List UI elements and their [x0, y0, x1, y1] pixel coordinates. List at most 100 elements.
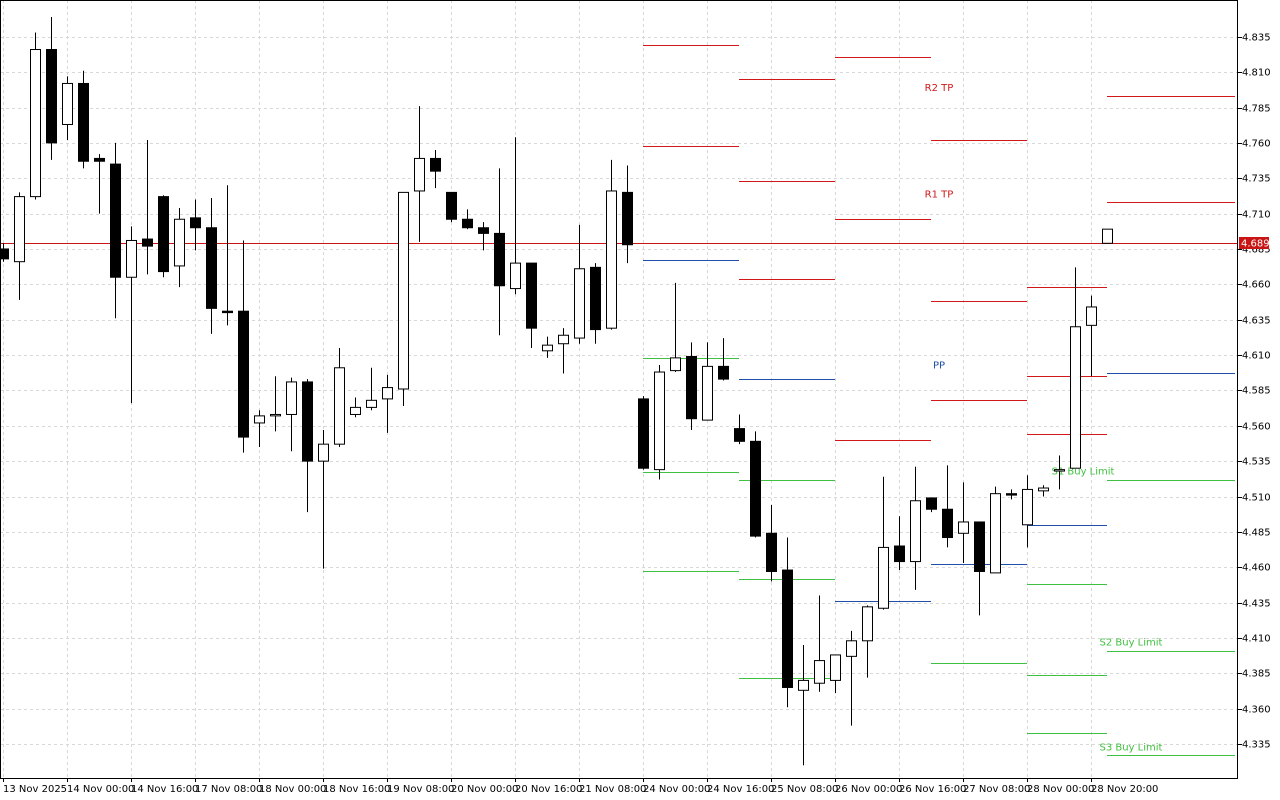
candle-body [1006, 493, 1017, 496]
x-tick-label: 26 Nov 16:00 [899, 784, 966, 795]
candle-body [766, 532, 777, 572]
candle-body [382, 387, 393, 400]
candle-body [174, 218, 185, 267]
candle-body [846, 640, 857, 657]
candle-body [94, 157, 105, 162]
x-tick-label: 21 Nov 08:00 [579, 784, 646, 795]
candle-body [862, 606, 873, 642]
y-tick-label: 4.360 [1242, 705, 1271, 716]
candle-body [78, 82, 89, 162]
candle-body [1070, 326, 1081, 469]
candle-body [190, 217, 201, 229]
candle-body [254, 415, 265, 424]
y-tick-label: 4.460 [1242, 563, 1271, 574]
candle-body [462, 218, 473, 229]
candle-body [1038, 487, 1049, 492]
x-tick-label: 20 Nov 16:00 [515, 784, 582, 795]
candle-body [30, 49, 41, 198]
candle-body [398, 191, 409, 390]
candle-body [574, 268, 585, 339]
candle-body [590, 266, 601, 331]
candle-body [958, 521, 969, 534]
candle-body [510, 262, 521, 290]
candle-body [1054, 469, 1065, 472]
x-tick-label: 24 Nov 16:00 [707, 784, 774, 795]
candle-body [878, 546, 889, 609]
candle-body [910, 500, 921, 563]
level-label: PP [933, 360, 945, 371]
candle-body [814, 660, 825, 684]
y-tick-label: 4.760 [1242, 139, 1271, 150]
candle-body [494, 232, 505, 287]
candle-body [542, 344, 553, 352]
x-tick-label: 25 Nov 08:00 [771, 784, 838, 795]
candle-body [430, 157, 441, 172]
candle-body [334, 367, 345, 445]
candle-body [142, 238, 153, 247]
candle-body [0, 248, 9, 260]
candle-body [14, 196, 25, 263]
candle-body [366, 399, 377, 408]
candle-body [222, 310, 233, 314]
level-label: S2 Buy Limit [1100, 638, 1163, 649]
y-tick-label: 4.785 [1242, 104, 1271, 115]
x-tick-label: 24 Nov 00:00 [643, 784, 710, 795]
y-tick-label: 4.385 [1242, 669, 1271, 680]
x-tick-label: 26 Nov 00:00 [835, 784, 902, 795]
x-tick-label: 27 Nov 08:00 [963, 784, 1030, 795]
y-tick-label: 4.685 [1242, 245, 1271, 256]
candle-body [702, 365, 713, 421]
x-tick-label: 14 Nov 00:00 [67, 784, 134, 795]
x-tick-label: 28 Nov 00:00 [1027, 784, 1094, 795]
candle-body [558, 334, 569, 345]
candle-body [734, 428, 745, 442]
y-tick-label: 4.810 [1242, 68, 1271, 79]
x-tick-label: 18 Nov 16:00 [323, 784, 390, 795]
level-label: S3 Buy Limit [1100, 742, 1163, 753]
candle-body [158, 196, 169, 273]
y-tick-label: 4.585 [1242, 386, 1271, 397]
candle-body [302, 381, 313, 462]
candle-body [894, 545, 905, 563]
y-tick-label: 4.710 [1242, 210, 1271, 221]
candle-body [990, 493, 1001, 574]
candle-body [750, 440, 761, 537]
candle-body [318, 443, 329, 462]
y-tick-label: 4.660 [1242, 280, 1271, 291]
candle-body [206, 227, 217, 309]
candle-body [782, 569, 793, 688]
y-tick-label: 4.835 [1242, 33, 1271, 44]
y-tick-label: 4.535 [1242, 457, 1271, 468]
candle-body [446, 191, 457, 220]
candle-body [654, 371, 665, 471]
y-tick-label: 4.485 [1242, 528, 1271, 539]
candle-body [62, 82, 73, 125]
candle-body [238, 310, 249, 438]
plot-frame [0, 0, 1238, 779]
candle-body [478, 227, 489, 234]
y-tick-label: 4.410 [1242, 634, 1271, 645]
candle-body [270, 413, 281, 417]
candle-body [286, 381, 297, 415]
candle-body [622, 191, 633, 246]
level-label: R1 TP [925, 189, 954, 200]
candle-body [926, 497, 937, 510]
candle-body [798, 679, 809, 691]
candle-body [1102, 228, 1113, 244]
level-label: S1 Buy Limit [1052, 467, 1115, 478]
candle-body [350, 406, 361, 415]
candle-body [1086, 306, 1097, 326]
current-price-label: 4.689 [1241, 239, 1270, 250]
candle-body [974, 521, 985, 572]
x-tick-label: 20 Nov 00:00 [451, 784, 518, 795]
candle-body [718, 365, 729, 380]
y-tick-label: 4.435 [1242, 599, 1271, 610]
y-tick-label: 4.510 [1242, 493, 1271, 504]
x-tick-label: 14 Nov 16:00 [131, 784, 198, 795]
candle-body [830, 654, 841, 681]
x-tick-label: 17 Nov 08:00 [195, 784, 262, 795]
current-price-box [1239, 237, 1269, 249]
y-tick-label: 4.735 [1242, 174, 1271, 185]
candle-body [942, 508, 953, 539]
x-tick-label: 18 Nov 00:00 [259, 784, 326, 795]
